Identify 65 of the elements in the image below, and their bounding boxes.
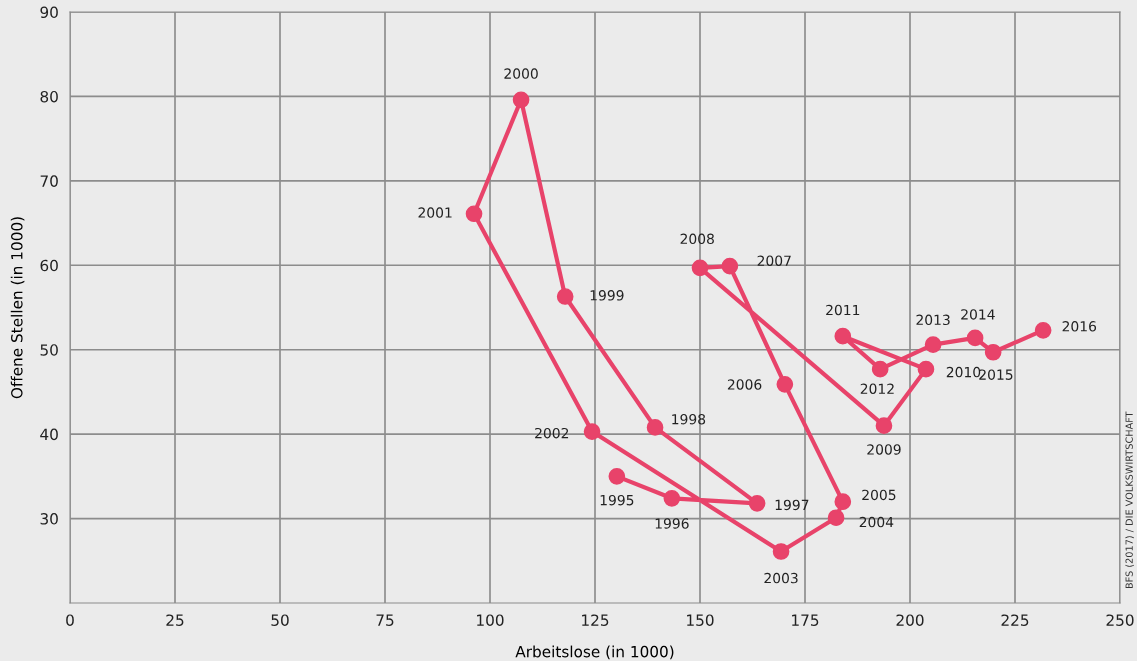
x-tick-label: 225 [1001, 614, 1029, 626]
x-tick-label: 250 [1106, 614, 1134, 626]
annotation: 2010 [946, 366, 981, 378]
annotation: 2015 [979, 369, 1013, 380]
point [834, 327, 852, 345]
y-tick-label: 60 [40, 259, 58, 272]
annotation: 2004 [859, 516, 894, 528]
point [834, 493, 852, 511]
annotation: 2009 [867, 444, 901, 455]
x-tick-label: 0 [66, 614, 74, 626]
point [924, 336, 942, 353]
annotation: 1995 [600, 494, 634, 506]
y-tick-label: 40 [40, 428, 58, 441]
point [776, 375, 794, 393]
x-tick-label: 50 [271, 614, 289, 626]
point [1034, 321, 1052, 339]
annotation: 2002 [535, 427, 569, 439]
x-tick-label: 175 [792, 614, 819, 626]
point [465, 205, 483, 223]
text: BFS (2017) / DIE VOLKSWIRTSCHAFT [1125, 411, 1134, 589]
y-tick-label: 80 [40, 90, 58, 103]
annotation: 1997 [775, 499, 809, 511]
point [512, 91, 530, 109]
point [646, 419, 664, 436]
x-tick-label: 125 [582, 614, 609, 626]
annotation: 2011 [826, 304, 860, 316]
annotation: 1999 [590, 290, 624, 301]
point [827, 509, 845, 527]
point [772, 543, 790, 560]
y-tick-label: 90 [40, 6, 58, 19]
point [984, 343, 1002, 361]
point [583, 423, 601, 440]
x-tick-label: 200 [896, 614, 924, 626]
annotation: 1998 [672, 413, 706, 425]
x-tick-label: 75 [376, 614, 394, 626]
x-tick-label: 100 [477, 614, 504, 626]
annotation: 2012 [860, 383, 894, 394]
y-tick-label: 50 [40, 344, 58, 356]
annotation: 2001 [418, 207, 452, 218]
point [663, 489, 681, 507]
point [748, 495, 766, 512]
y-tick-label: 70 [40, 175, 58, 187]
annotation: 2006 [727, 379, 762, 390]
annotation: 2014 [961, 309, 995, 320]
point [608, 468, 626, 485]
x-tick-label: 25 [166, 614, 184, 626]
point [691, 259, 709, 277]
annotation: 2005 [862, 489, 896, 501]
x-axis-title: Arbeitslose (in 1000) [515, 645, 674, 660]
point [875, 417, 893, 435]
annotation: 2013 [916, 314, 950, 326]
annotation: 2003 [764, 572, 798, 584]
annotation: 2007 [757, 255, 791, 266]
x-tick-label: 150 [687, 614, 714, 626]
annotation: 2008 [680, 233, 714, 245]
y-axis-title: Offene Stellen (in 1000) [10, 217, 25, 399]
annotation: 1996 [655, 518, 689, 529]
y-tick-label: 30 [40, 513, 58, 525]
point [556, 288, 574, 305]
point [917, 360, 935, 378]
annotation: 2000 [504, 68, 538, 79]
annotation: 2016 [1062, 321, 1097, 332]
point [871, 360, 889, 378]
point [721, 257, 739, 275]
point [966, 329, 984, 347]
